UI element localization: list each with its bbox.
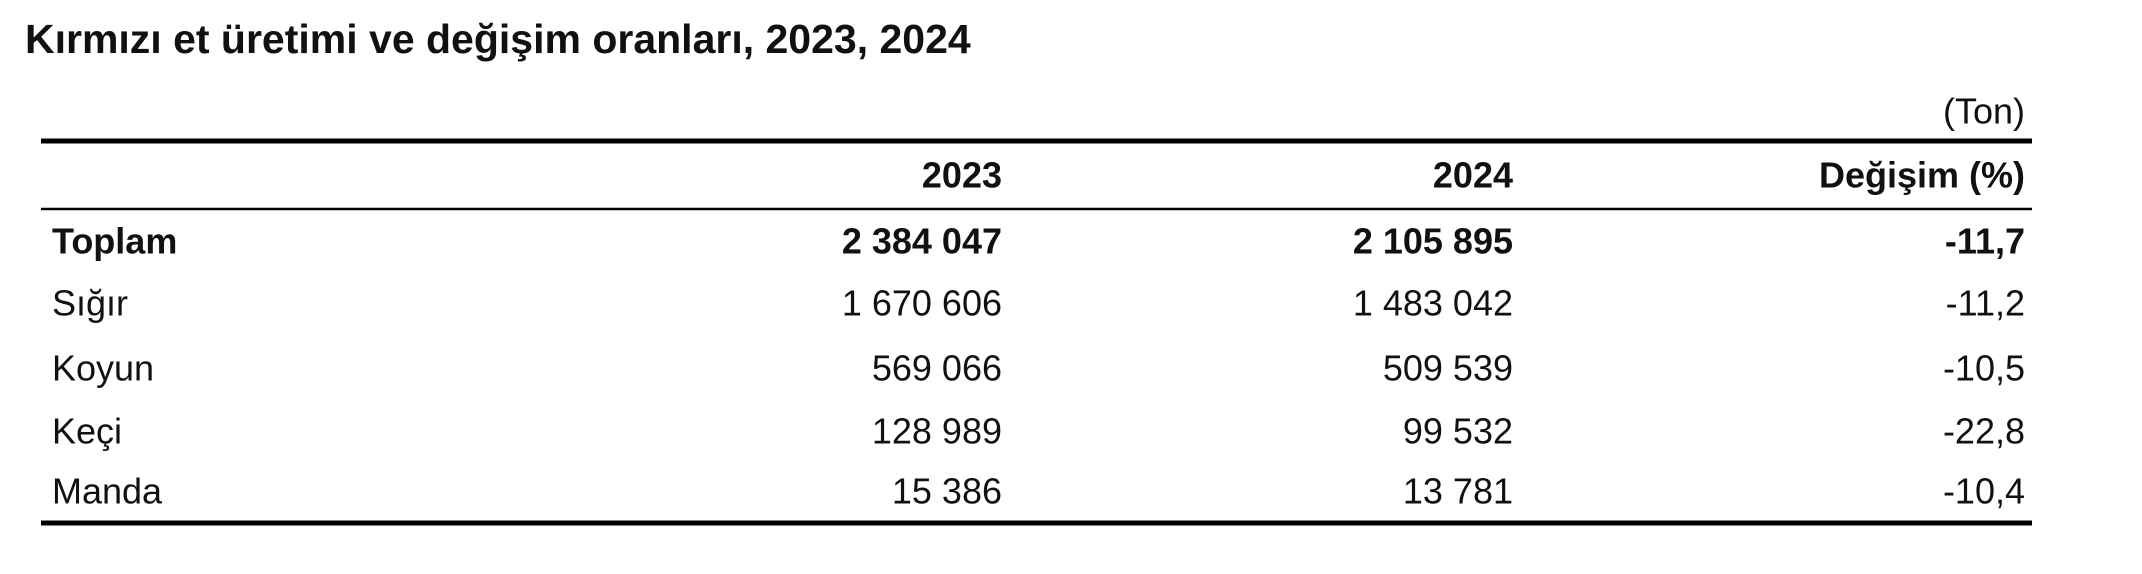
table-cell: 509 539 [1383,348,1513,389]
column-header: 2024 [1433,155,1513,196]
table-cell: 15 386 [892,471,1002,512]
table-cell: 128 989 [872,411,1002,452]
table-cell: 2 384 047 [842,221,1002,262]
table-cell: -10,5 [1943,348,2025,389]
table-cell: 2 105 895 [1353,221,1513,262]
table-cell: -10,4 [1943,471,2025,512]
table-cell: 569 066 [872,348,1002,389]
column-header: Değişim (%) [1819,155,2025,196]
table-cell: 1 483 042 [1353,283,1513,324]
column-header: 2023 [922,155,1002,196]
row-label: Koyun [52,348,154,389]
unit-label: (Ton) [1943,91,2025,132]
row-label: Keçi [52,411,122,452]
table-cell: 99 532 [1403,411,1513,452]
row-label: Toplam [52,221,177,262]
table-cell: -11,7 [1945,221,2025,262]
table-cell: -22,8 [1943,411,2025,452]
row-label: Sığır [52,283,128,324]
page-title: Kırmızı et üretimi ve değişim oranları, … [25,16,971,62]
table-cell: 13 781 [1403,471,1513,512]
table-cell: -11,2 [1946,283,2025,324]
table-cell: 1 670 606 [842,283,1002,324]
row-label: Manda [52,471,163,512]
